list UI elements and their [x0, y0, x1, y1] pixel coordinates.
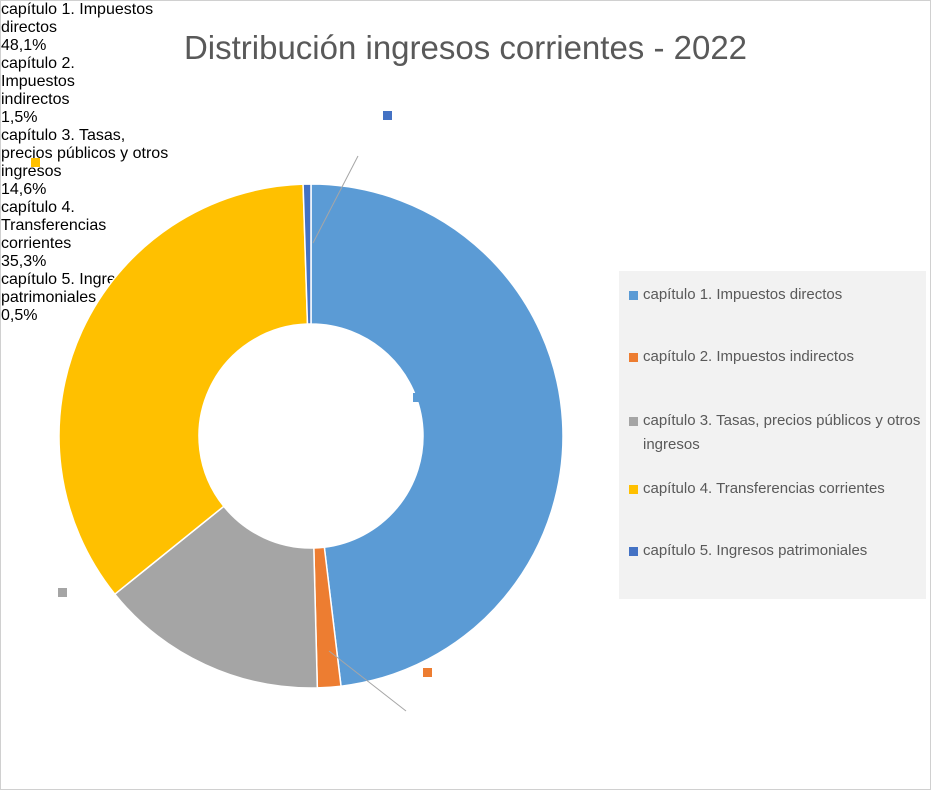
legend-entry: capítulo 5. Ingresos patrimoniales — [629, 539, 924, 563]
data-label: capítulo 4. Transferencias corrientes 35,… — [1, 199, 129, 271]
legend-label: capítulo 3. Tasas, precios públicos y ot… — [643, 412, 921, 453]
leader-line — [312, 155, 359, 244]
data-label-category: capítulo 3. Tasas, precios públicos y ot… — [1, 127, 169, 180]
legend-label: capítulo 5. Ingresos patrimoniales — [643, 542, 868, 559]
leader-line — [328, 650, 407, 712]
data-label-category: capítulo 4. Transferencias corrientes — [1, 199, 107, 252]
donut-slice — [310, 183, 564, 688]
data-label-category: capítulo 2. Impuestos indirectos — [1, 55, 75, 108]
data-label-marker — [31, 158, 40, 167]
legend-entry: capítulo 2. Impuestos indirectos — [629, 345, 924, 369]
donut-slice — [113, 505, 319, 689]
donut-slice — [58, 183, 309, 596]
data-label: capítulo 3. Tasas, precios públicos y ot… — [1, 127, 170, 199]
legend-swatch — [629, 547, 638, 556]
legend-label: capítulo 1. Impuestos directos — [643, 286, 843, 303]
legend-swatch — [629, 485, 638, 494]
legend-entry: capítulo 3. Tasas, precios públicos y ot… — [629, 409, 924, 457]
data-label-category: capítulo 1. Impuestos directos — [1, 1, 154, 36]
data-label-value: 1,5% — [1, 109, 38, 126]
data-label-category: capítulo 5. Ingresos patrimoniales — [1, 271, 141, 306]
data-label-value: 0,5% — [1, 307, 38, 324]
data-label-marker — [383, 111, 392, 120]
legend-swatch — [629, 417, 638, 426]
data-label: capítulo 5. Ingresos patrimoniales 0,5% — [1, 271, 189, 325]
data-label: capítulo 2. Impuestos indirectos 1,5% — [1, 55, 114, 127]
data-label-value: 35,3% — [1, 253, 47, 270]
donut-slice — [302, 183, 312, 325]
data-label-marker — [58, 588, 67, 597]
chart-title: Distribución ingresos corrientes - 2022 — [183, 29, 748, 66]
legend-swatch — [629, 291, 638, 300]
legend-entry: capítulo 4. Transferencias corrientes — [629, 477, 924, 501]
legend-entry: capítulo 1. Impuestos directos — [629, 283, 924, 307]
data-label-marker — [413, 393, 422, 402]
legend-label: capítulo 4. Transferencias corrientes — [643, 480, 885, 497]
data-label-value: 48,1% — [1, 37, 47, 54]
legend-swatch — [629, 353, 638, 362]
data-label: capítulo 1. Impuestos directos 48,1% — [1, 1, 177, 55]
legend-label: capítulo 2. Impuestos indirectos — [643, 348, 854, 365]
legend: capítulo 1. Impuestos directos capítulo 2… — [619, 271, 926, 599]
data-label-marker — [423, 668, 432, 677]
data-label-value: 14,6% — [1, 181, 47, 198]
